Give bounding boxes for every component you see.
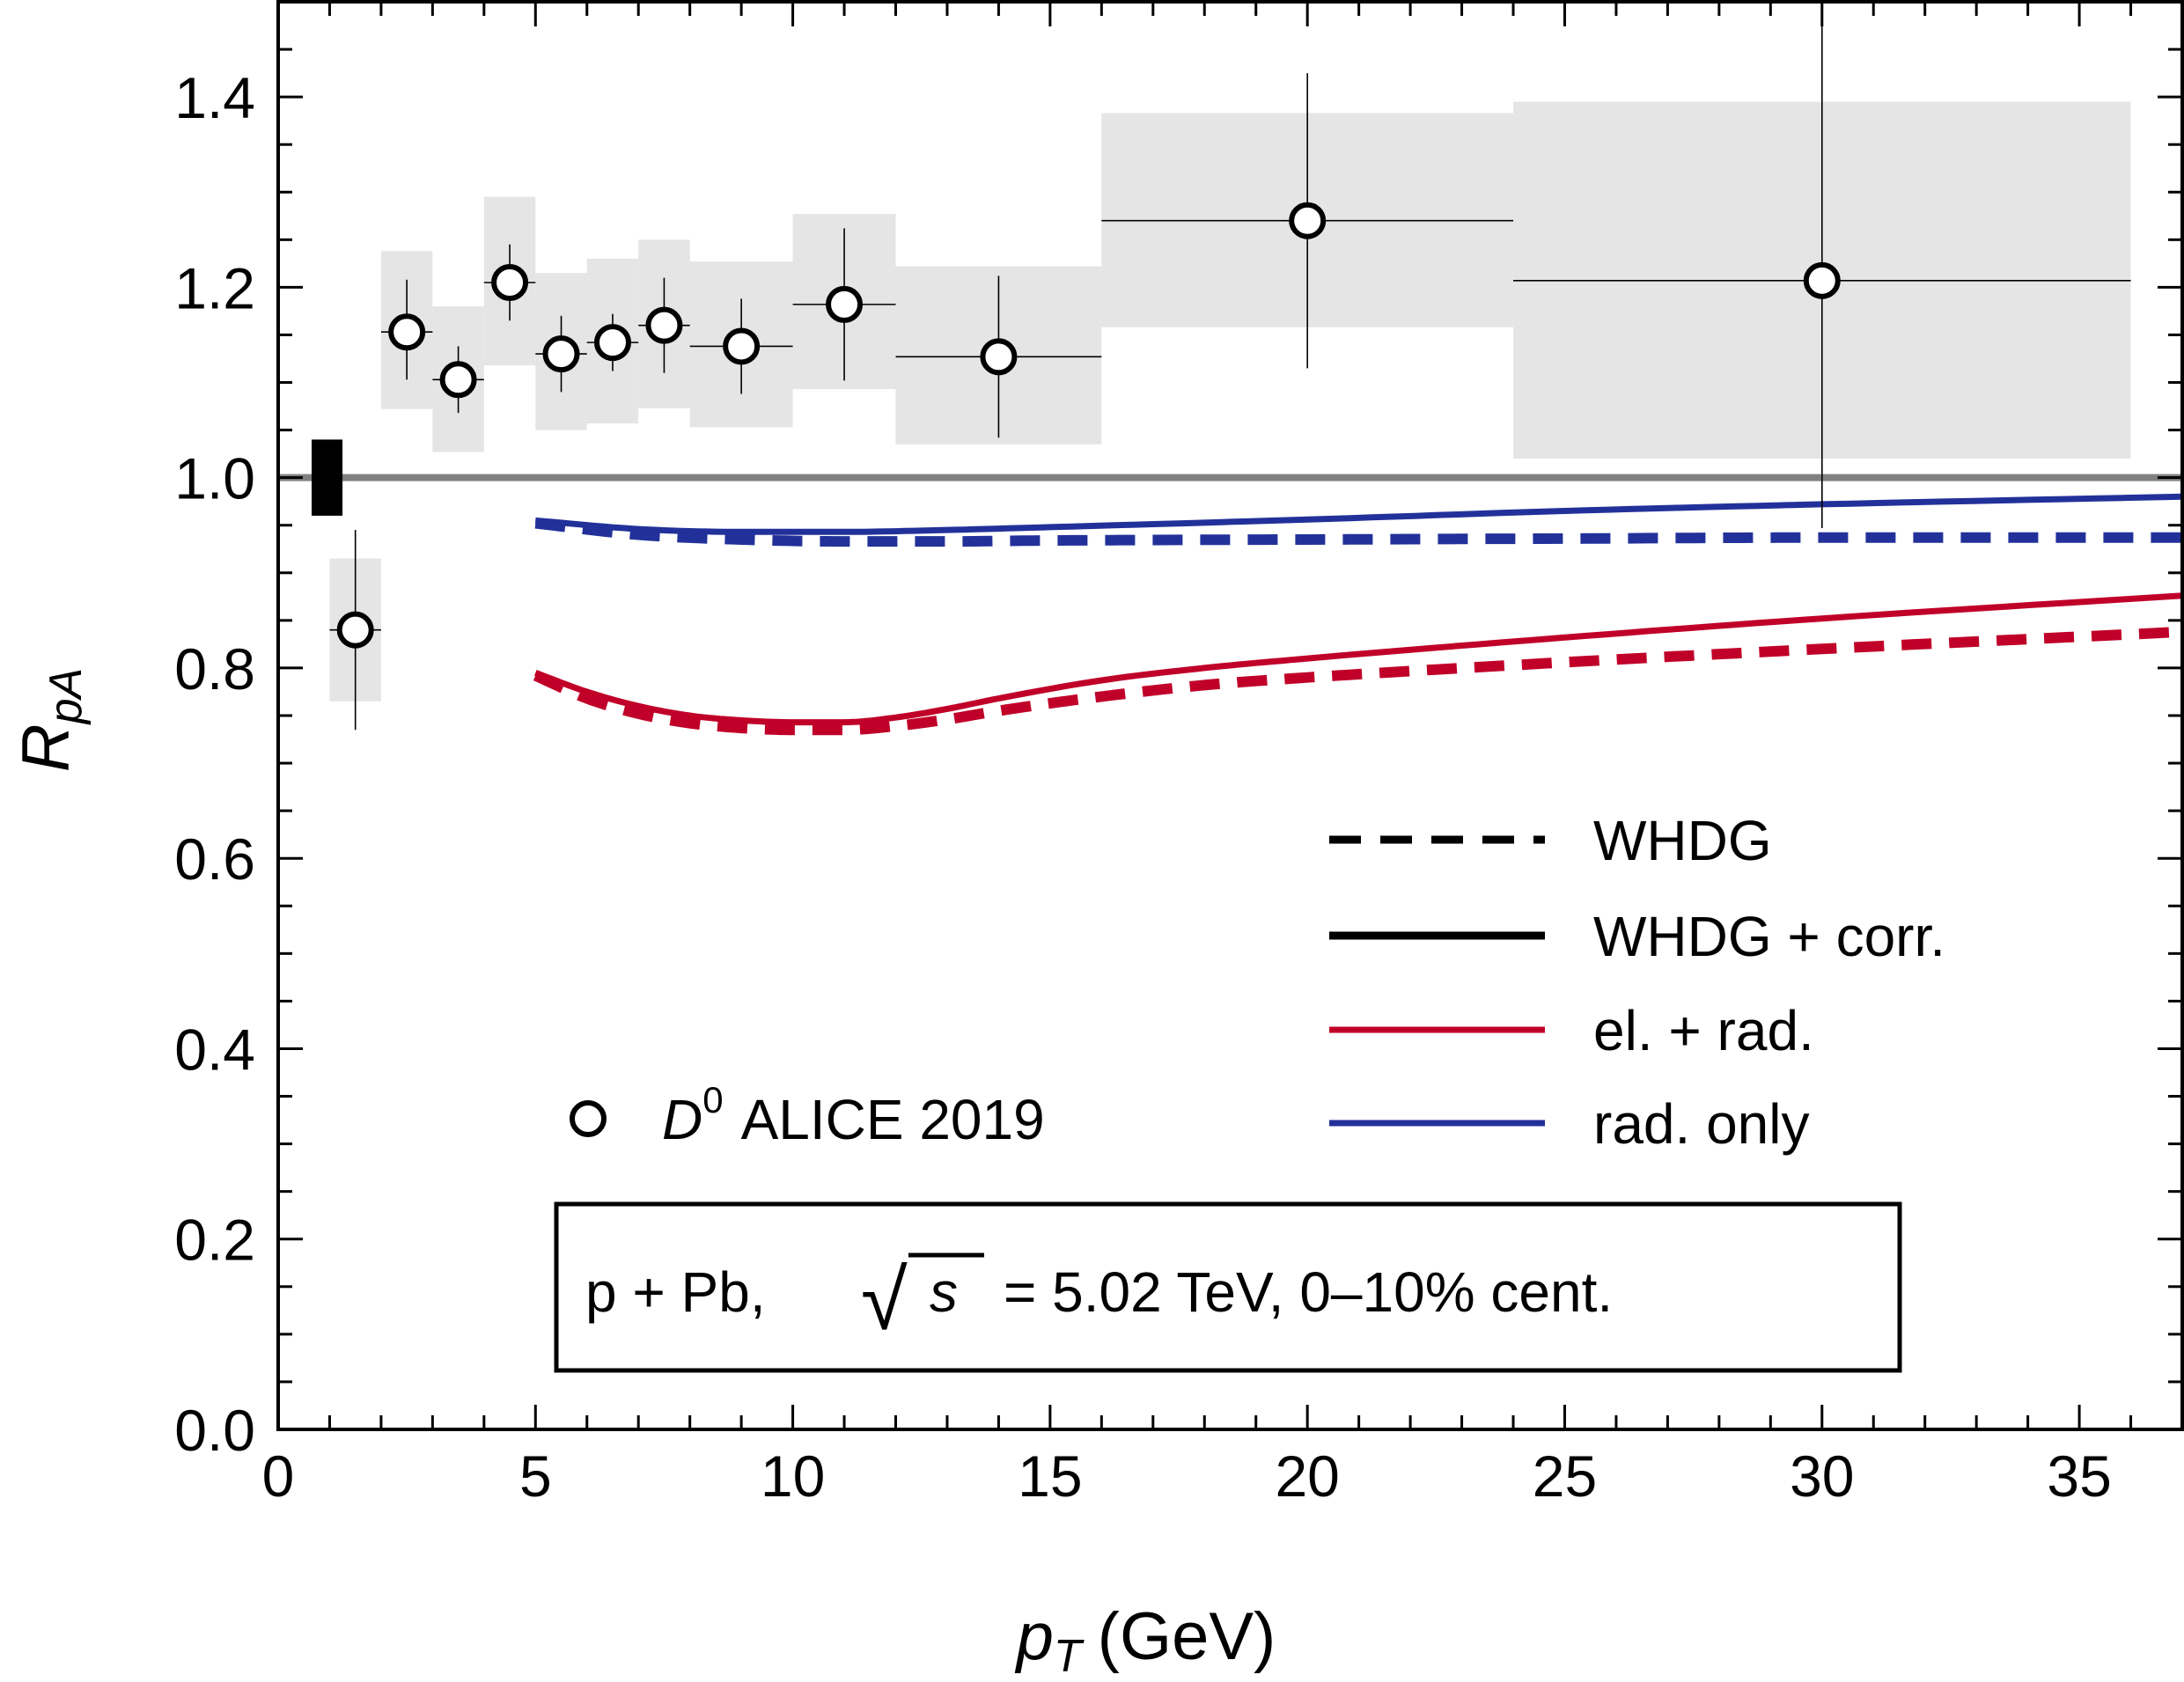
- data-point-9: [980, 338, 1018, 376]
- annotation-prefix: p + Pb,: [585, 1260, 766, 1324]
- x-tick-label-4: 20: [1275, 1443, 1339, 1509]
- x-tick-label-0: 0: [262, 1443, 295, 1509]
- x-axis-title: pT (GeV): [1015, 1599, 1276, 1682]
- legend-label-whdg: WHDG: [1593, 809, 1772, 872]
- data-point-2: [439, 361, 477, 399]
- model-curve-1: [534, 592, 2183, 726]
- annotation-suffix: = 5.02 TeV, 0–10% cent.: [1004, 1260, 1613, 1324]
- annotation-frame: [554, 1201, 1902, 1373]
- y-tick-label-0: 0.0: [174, 1398, 255, 1463]
- y-tick-label-3: 0.6: [174, 826, 255, 892]
- normalization-box-group: [311, 439, 343, 516]
- annotation-sqrt-var: s: [930, 1260, 958, 1324]
- legend-label-whdg-corr: WHDG + corr.: [1593, 905, 1945, 968]
- y-tick-label-6: 1.2: [174, 255, 255, 320]
- data-point-1: [388, 313, 426, 351]
- data-point-4: [542, 335, 580, 373]
- data-point-0: [336, 611, 374, 649]
- model-curves: [533, 493, 2183, 736]
- annotation-box: p + Pb, √ s = 5.02 TeV, 0–10% cent.: [554, 1201, 1902, 1373]
- model-curve-2: [533, 626, 2183, 736]
- legend-label-el-rad: el. + rad.: [1593, 999, 1814, 1062]
- axis-ticks: [276, 0, 2184, 1431]
- data-point-3: [491, 263, 529, 301]
- data-point-8: [826, 285, 864, 323]
- tick-labels: 0 5 10 15 20 25 30 35 0.0 0.2 0.4 0.6 0.8 1.0 1.2 1.4: [174, 65, 2112, 1509]
- x-tick-label-3: 15: [1018, 1443, 1082, 1509]
- model-curve-4: [534, 518, 2182, 547]
- data-point-5: [593, 324, 631, 362]
- y-tick-label-4: 0.8: [174, 636, 255, 701]
- data-point-11: [1803, 261, 1841, 299]
- annotation-sqrt-symbol: √: [861, 1253, 908, 1348]
- y-tick-label-2: 0.4: [174, 1017, 255, 1082]
- y-axis-title: RpA: [9, 668, 92, 773]
- legend-label-alice: D0 ALICE 2019: [662, 1079, 1045, 1151]
- normalization-box: [311, 439, 343, 516]
- x-tick-label-6: 30: [1790, 1443, 1854, 1509]
- model-curve-3: [534, 493, 2183, 535]
- x-tick-label-5: 25: [1533, 1443, 1597, 1509]
- legend-marker-alice: [570, 1100, 607, 1137]
- legend: WHDG WHDG + corr. el. + rad. rad. only D…: [570, 809, 1945, 1156]
- x-tick-label-2: 10: [761, 1443, 825, 1509]
- data-point-10: [1289, 202, 1327, 239]
- x-tick-label-7: 35: [2047, 1443, 2111, 1509]
- data-markers: [336, 202, 1841, 649]
- y-tick-label-5: 1.0: [174, 446, 255, 511]
- x-tick-label-1: 5: [519, 1443, 552, 1509]
- y-tick-label-7: 1.4: [174, 65, 255, 130]
- y-tick-label-1: 0.2: [174, 1208, 255, 1273]
- legend-label-rad-only: rad. only: [1593, 1092, 1809, 1156]
- data-point-7: [723, 327, 761, 365]
- data-point-6: [645, 306, 683, 344]
